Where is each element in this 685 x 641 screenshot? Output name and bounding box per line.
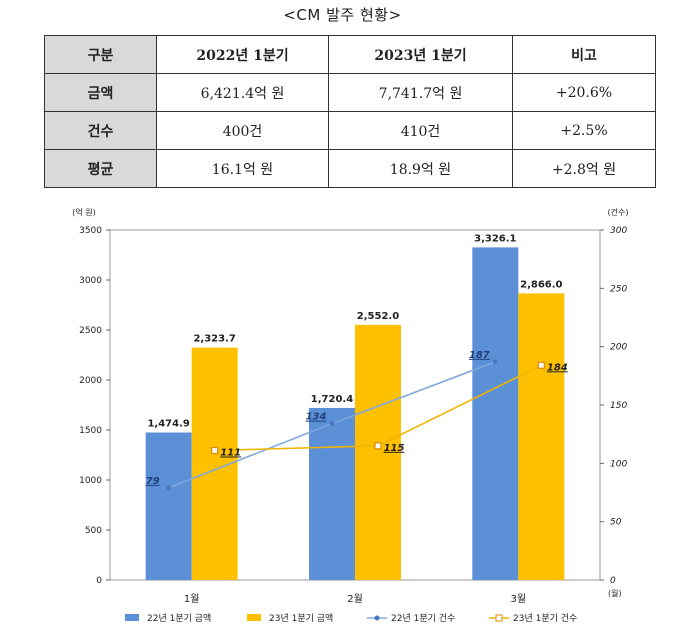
bar-data-label: 1,720.4 bbox=[311, 394, 353, 405]
left-axis-tick-label: 1000 bbox=[79, 476, 102, 486]
bar bbox=[145, 432, 192, 580]
table-header-2023: 2023년 1분기 bbox=[328, 35, 513, 74]
table-cell: 7,741.7억 원 bbox=[328, 73, 513, 112]
page-title: <CM 발주 현황> bbox=[283, 6, 402, 24]
combo-chart: 0 500 1000 1500 2000 2500 3000 3500 0 50 100 150 200… bbox=[72, 207, 629, 624]
line-data-label: 115 bbox=[384, 443, 405, 454]
table-row: 금액 6,421.4억 원 7,741.7억 원 +20.6% bbox=[44, 73, 656, 112]
legend-marker bbox=[495, 614, 503, 622]
left-axis-tick-label: 0 bbox=[96, 576, 102, 586]
table-cell: 16.1억 원 bbox=[156, 149, 329, 188]
right-axis-tick-label: 200 bbox=[610, 343, 627, 353]
table-cell: +2.5% bbox=[512, 111, 656, 150]
left-axis-tick-label: 2000 bbox=[79, 376, 102, 386]
line-marker bbox=[537, 361, 545, 369]
bar-data-label: 2,552.0 bbox=[357, 311, 399, 322]
table-row: 건수 400건 410건 +2.5% bbox=[44, 111, 656, 150]
bar bbox=[472, 247, 519, 580]
table-cell: +20.6% bbox=[512, 73, 656, 112]
left-axis-tick-label: 3500 bbox=[79, 226, 102, 236]
legend-swatch bbox=[247, 614, 261, 621]
right-axis-label: (건수) bbox=[608, 207, 629, 217]
right-axis-tick-label: 250 bbox=[610, 284, 627, 294]
x-axis-unit-label: (월) bbox=[608, 588, 622, 598]
right-axis-tick-label: 300 bbox=[610, 226, 627, 236]
row-label-count: 건수 bbox=[44, 111, 157, 150]
right-axis-tick-label: 150 bbox=[610, 401, 627, 411]
table-cell: +2.8억 원 bbox=[512, 149, 656, 188]
line-marker bbox=[211, 446, 219, 455]
right-axis-tick-label: 0 bbox=[610, 576, 616, 586]
line-data-label: 184 bbox=[547, 362, 568, 373]
legend-label: 22년 1분기 금액 bbox=[147, 612, 211, 624]
line-marker bbox=[166, 485, 172, 491]
row-label-average: 평균 bbox=[44, 149, 157, 188]
summary-table: 구분 2022년 1분기 2023년 1분기 비고 금액 6,421.4억 원 … bbox=[44, 35, 656, 188]
bar bbox=[355, 324, 401, 580]
row-label-amount: 금액 bbox=[44, 73, 157, 112]
legend-marker bbox=[374, 615, 380, 621]
line-data-label: 134 bbox=[306, 412, 327, 423]
bar-data-label: 1,474.9 bbox=[147, 419, 189, 430]
right-axis-tick-label: 50 bbox=[610, 518, 622, 528]
x-axis-category-label: 1월 bbox=[184, 593, 200, 605]
bar bbox=[518, 293, 565, 580]
bar-data-label: 2,323.7 bbox=[193, 334, 235, 345]
table-cell: 400건 bbox=[156, 111, 329, 150]
x-axis-category-label: 3월 bbox=[511, 593, 527, 605]
left-axis-tick-label: 500 bbox=[85, 526, 102, 536]
table-header-category: 구분 bbox=[44, 35, 157, 74]
table-cell: 18.9억 원 bbox=[328, 149, 513, 188]
line-data-label: 187 bbox=[469, 350, 490, 361]
line-marker bbox=[329, 421, 335, 427]
left-axis-tick-label: 3000 bbox=[79, 276, 102, 286]
legend-label: 22년 1분기 건수 bbox=[391, 613, 455, 624]
line-data-label: 79 bbox=[146, 476, 160, 487]
right-axis-tick-label: 100 bbox=[610, 459, 627, 469]
left-axis-label: (억 원) bbox=[72, 207, 96, 217]
table-header-note: 비고 bbox=[512, 35, 656, 74]
bar bbox=[309, 407, 355, 580]
left-axis-tick-label: 1500 bbox=[79, 426, 102, 436]
line-data-label: 111 bbox=[220, 448, 241, 459]
left-axis-tick-label: 2500 bbox=[79, 326, 102, 336]
legend-label: 23년 1분기 금액 bbox=[269, 612, 333, 624]
table-cell: 6,421.4억 원 bbox=[156, 73, 329, 112]
legend-swatch bbox=[125, 614, 139, 621]
table-header-2022: 2022년 1분기 bbox=[156, 35, 329, 74]
bar-data-label: 2,866.0 bbox=[520, 279, 562, 290]
line-marker bbox=[492, 359, 498, 365]
bar-data-label: 3,326.1 bbox=[474, 233, 516, 244]
table-row: 평균 16.1억 원 18.9억 원 +2.8억 원 bbox=[44, 149, 656, 188]
table-cell: 410건 bbox=[328, 111, 513, 150]
legend-label: 23년 1분기 건수 bbox=[513, 613, 577, 624]
x-axis-category-label: 2월 bbox=[347, 593, 363, 605]
line-marker bbox=[374, 442, 382, 450]
table-header-row: 구분 2022년 1분기 2023년 1분기 비고 bbox=[44, 35, 656, 74]
